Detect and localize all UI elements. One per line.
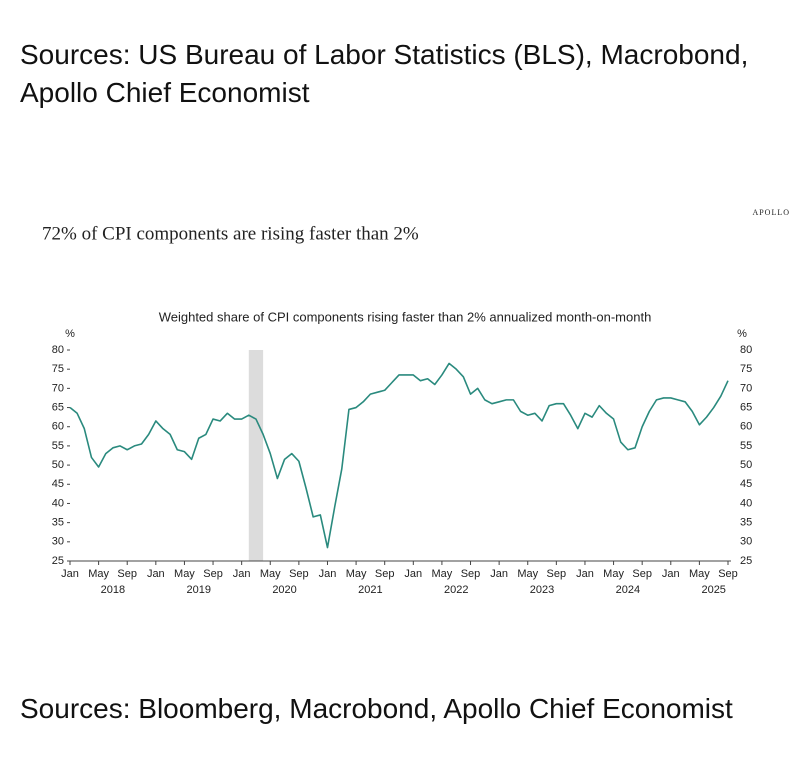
x-year-label: 2018 xyxy=(101,584,125,596)
x-year-label: 2021 xyxy=(358,584,382,596)
y-unit: % xyxy=(65,328,75,340)
x-tick-label: Jan xyxy=(233,568,251,580)
brand: APOLLO xyxy=(752,208,790,217)
y-tick-label: 75 xyxy=(52,363,64,375)
y2-tick-label: 60 xyxy=(740,421,752,433)
headline: 72% of CPI components are rising faster … xyxy=(42,223,419,244)
y-tick-label: 70 xyxy=(52,382,64,394)
x-year-label: 2024 xyxy=(616,584,640,596)
x-tick-label: Sep xyxy=(461,568,481,580)
x-tick-label: Jan xyxy=(61,568,79,580)
y2-tick-label: 50 xyxy=(740,459,752,471)
y-tick-label: 45 xyxy=(52,478,64,490)
y2-tick-label: 75 xyxy=(740,363,752,375)
y-tick-label: 30 xyxy=(52,536,64,548)
x-tick-label: Jan xyxy=(576,568,594,580)
x-tick-label: Sep xyxy=(117,568,137,580)
x-tick-label: Sep xyxy=(632,568,652,580)
y2-tick-label: 45 xyxy=(740,478,752,490)
x-tick-label: Jan xyxy=(662,568,680,580)
sources-top: Sources: US Bureau of Labor Statistics (… xyxy=(20,39,749,108)
x-tick-label: May xyxy=(88,568,109,580)
x-tick-label: May xyxy=(260,568,281,580)
x-tick-label: Jan xyxy=(404,568,422,580)
x-tick-label: Jan xyxy=(319,568,337,580)
x-tick-label: Jan xyxy=(147,568,165,580)
y-tick-label: 80 xyxy=(52,344,64,356)
x-tick-label: May xyxy=(689,568,710,580)
x-tick-label: Sep xyxy=(203,568,223,580)
y-tick-label: 60 xyxy=(52,421,64,433)
x-tick-label: Sep xyxy=(718,568,738,580)
x-year-label: 2022 xyxy=(444,584,468,596)
x-year-label: 2025 xyxy=(701,584,725,596)
y2-tick-label: 70 xyxy=(740,382,752,394)
x-tick-label: May xyxy=(174,568,195,580)
y-tick-label: 40 xyxy=(52,497,64,509)
y2-tick-label: 80 xyxy=(740,344,752,356)
y2-unit: % xyxy=(737,328,747,340)
y-tick-label: 55 xyxy=(52,440,64,452)
y2-tick-label: 40 xyxy=(740,497,752,509)
y2-tick-label: 55 xyxy=(740,440,752,452)
y2-tick-label: 25 xyxy=(740,555,752,567)
y-tick-label: 25 xyxy=(52,555,64,567)
x-year-label: 2019 xyxy=(186,584,210,596)
sources-bottom: Sources: Bloomberg, Macrobond, Apollo Ch… xyxy=(20,693,733,724)
y2-tick-label: 35 xyxy=(740,517,752,529)
y-tick-label: 35 xyxy=(52,517,64,529)
x-tick-label: Sep xyxy=(289,568,309,580)
chart-title: Weighted share of CPI components rising … xyxy=(159,309,652,324)
recession-shade xyxy=(248,350,264,561)
x-tick-label: May xyxy=(517,568,538,580)
x-tick-label: Sep xyxy=(375,568,395,580)
y2-tick-label: 65 xyxy=(740,401,752,413)
x-tick-label: Sep xyxy=(547,568,567,580)
y2-tick-label: 30 xyxy=(740,536,752,548)
x-year-label: 2023 xyxy=(530,584,554,596)
x-tick-label: May xyxy=(603,568,624,580)
x-tick-label: May xyxy=(432,568,453,580)
chart: APOLLO 72% of CPI components are rising … xyxy=(42,208,790,596)
y-tick-label: 65 xyxy=(52,401,64,413)
y-tick-label: 50 xyxy=(52,459,64,471)
data-line xyxy=(69,362,729,549)
x-tick-label: May xyxy=(346,568,367,580)
x-tick-label: Jan xyxy=(490,568,508,580)
x-year-label: 2020 xyxy=(272,584,296,596)
